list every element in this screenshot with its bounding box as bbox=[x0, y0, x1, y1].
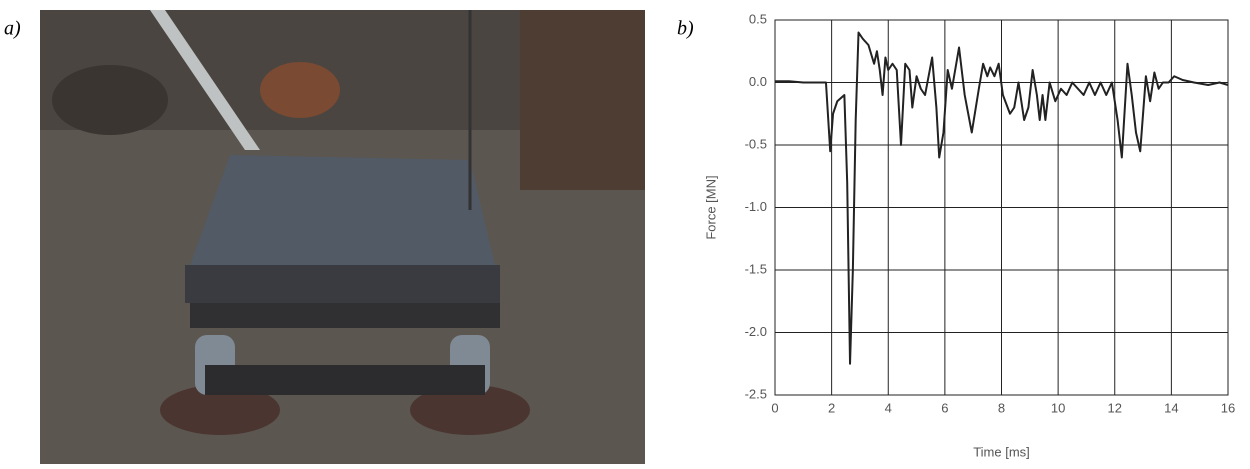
photo-plate bbox=[205, 365, 485, 395]
y-tick-label: -1.5 bbox=[745, 261, 767, 276]
x-axis-label: Time [ms] bbox=[973, 444, 1030, 459]
y-tick-label: -0.5 bbox=[745, 136, 767, 151]
y-tick-label: -1.0 bbox=[745, 199, 767, 214]
y-tick-label: -2.0 bbox=[745, 324, 767, 339]
photo-plate bbox=[190, 300, 500, 328]
photo-top bbox=[190, 155, 495, 265]
x-tick-label: 0 bbox=[771, 400, 778, 415]
panel-label: a) bbox=[4, 18, 21, 40]
photo-rod bbox=[150, 10, 260, 150]
x-tick-label: 10 bbox=[1051, 400, 1065, 415]
photo-plate bbox=[185, 265, 500, 303]
photo-disc bbox=[52, 65, 168, 135]
x-tick-label: 12 bbox=[1108, 400, 1122, 415]
x-tick-label: 14 bbox=[1164, 400, 1178, 415]
y-tick-label: 0.0 bbox=[749, 74, 767, 89]
x-tick-label: 2 bbox=[828, 400, 835, 415]
photo-foot bbox=[160, 385, 280, 435]
x-tick-label: 16 bbox=[1221, 400, 1235, 415]
panel-label: b) bbox=[677, 18, 694, 40]
y-axis-label: Force [MN] bbox=[703, 175, 718, 239]
data-line bbox=[775, 31, 1229, 365]
x-tick-label: 4 bbox=[885, 400, 892, 415]
photo-pipe bbox=[260, 62, 340, 118]
photo bbox=[40, 10, 645, 464]
photo-foot bbox=[410, 385, 530, 435]
x-tick-label: 8 bbox=[998, 400, 1005, 415]
x-tick-label: 6 bbox=[941, 400, 948, 415]
y-tick-label: 0.5 bbox=[749, 11, 767, 26]
y-tick-label: -2.5 bbox=[745, 386, 767, 401]
photo-object bbox=[520, 10, 645, 190]
